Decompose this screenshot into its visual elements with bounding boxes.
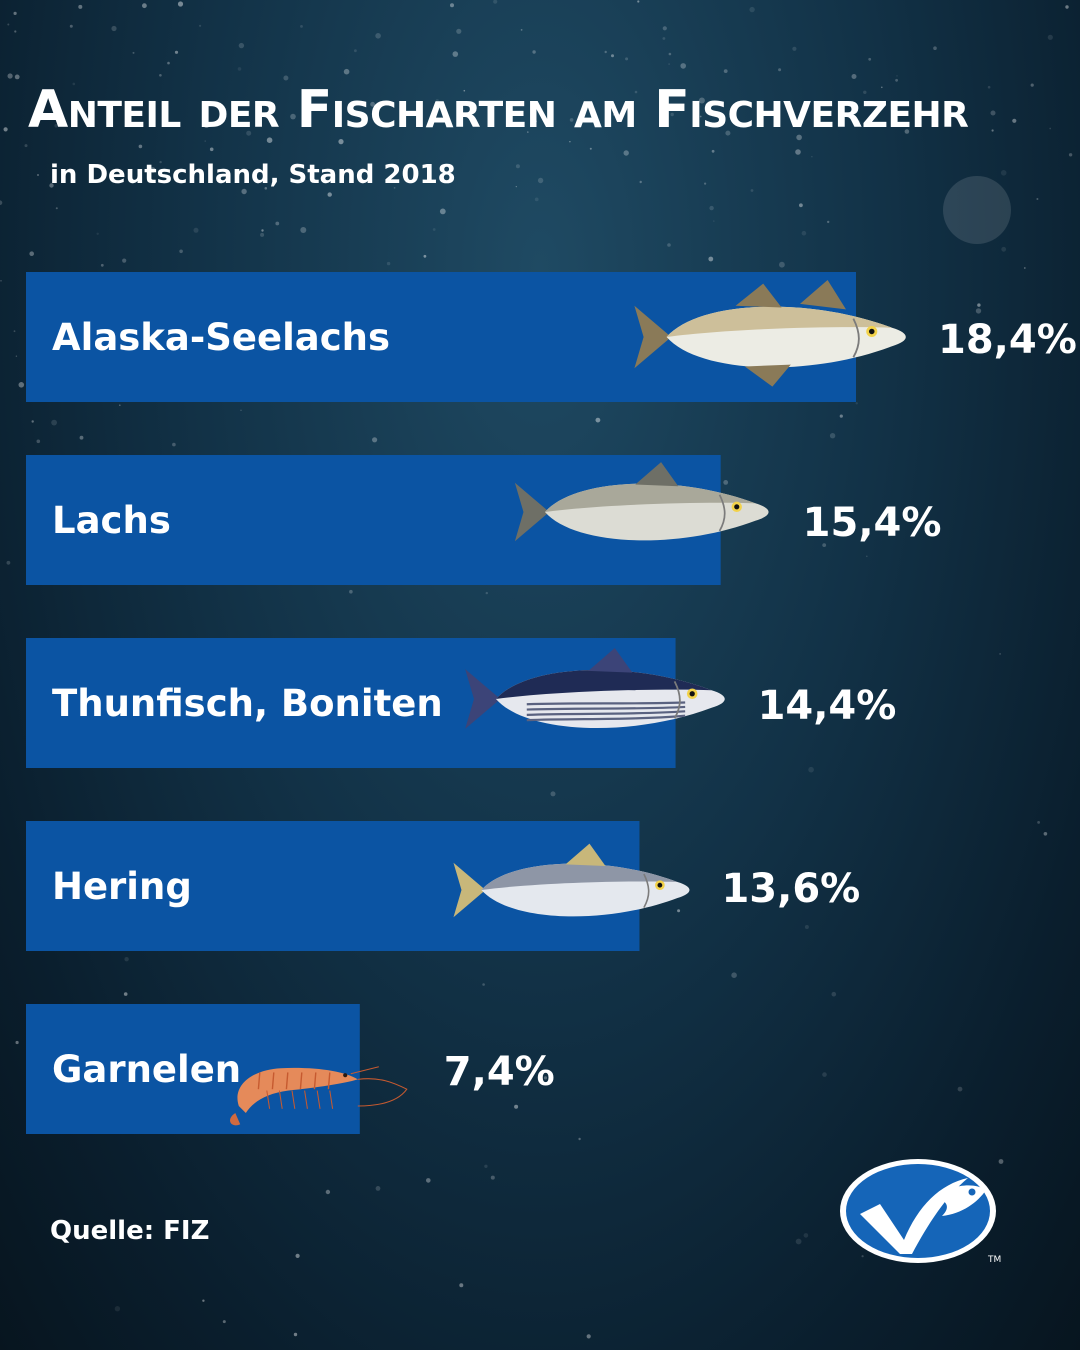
category-label: Hering (52, 865, 192, 908)
category-label: Thunfisch, Boniten (52, 682, 443, 725)
pollock-icon (634, 279, 906, 387)
tuna-icon (465, 647, 725, 729)
bar-group: Thunfisch, Boniten 14,4% (26, 638, 896, 768)
value-label: 7,4% (444, 1049, 555, 1095)
shrimp-icon (230, 1066, 408, 1126)
msc-logo-icon: TM (840, 1159, 1001, 1265)
value-label: 18,4% (938, 317, 1077, 363)
bar-group: Alaska-Seelachs 18,4% (26, 272, 1077, 402)
source-note: Quelle: FIZ (50, 1216, 210, 1246)
herring-icon (453, 843, 690, 918)
salmon-icon (514, 462, 769, 542)
page-subtitle: in Deutschland, Stand 2018 (50, 160, 456, 190)
bar-group: Hering 13,6% (26, 821, 860, 951)
bar-group: Lachs 15,4% (26, 455, 941, 585)
value-label: 14,4% (758, 683, 897, 729)
trademark-label: TM (987, 1255, 1001, 1265)
value-label: 15,4% (803, 500, 942, 546)
category-label: Alaska-Seelachs (52, 316, 390, 359)
category-label: Lachs (52, 499, 171, 542)
bar-group: Garnelen 7,4% (26, 1004, 555, 1134)
value-label: 13,6% (721, 866, 860, 912)
category-label: Garnelen (52, 1048, 241, 1091)
page-title: Anteil der Fischarten am Fischverzehr (28, 80, 969, 140)
